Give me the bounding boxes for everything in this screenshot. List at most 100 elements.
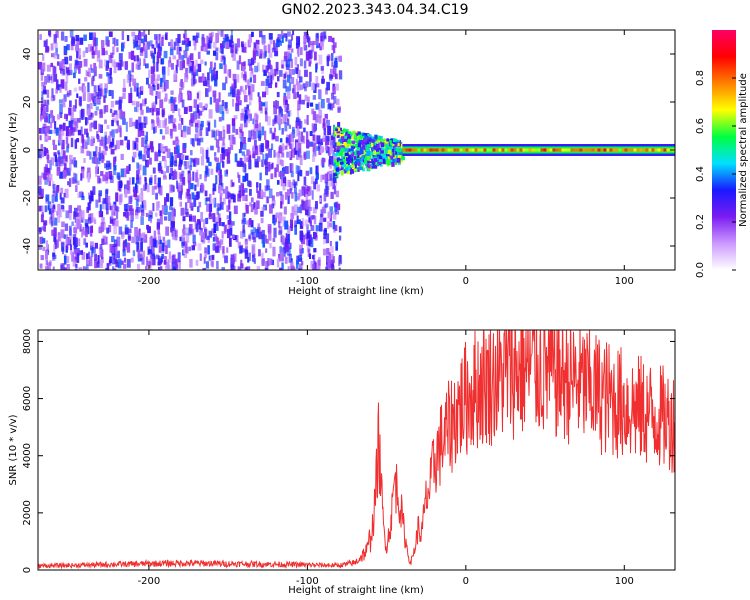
heatmap-cell xyxy=(55,47,58,56)
heatmap-cell xyxy=(183,33,187,39)
heatmap-cell xyxy=(83,34,87,41)
heatmap-cell xyxy=(153,127,156,134)
heatmap-cell xyxy=(272,132,276,139)
heatmap-cell xyxy=(329,174,333,181)
heatmap-cell xyxy=(94,98,98,103)
heatmap-cell xyxy=(152,74,155,82)
heatmap-cell xyxy=(211,228,215,236)
heatmap-cell xyxy=(134,42,137,48)
heatmap-cell xyxy=(345,144,349,149)
heatmap-cell xyxy=(312,151,317,157)
heatmap-cell xyxy=(319,197,322,203)
heatmap-cell xyxy=(305,81,309,88)
heatmap-cell xyxy=(380,149,384,154)
heatmap-cell xyxy=(376,144,380,149)
heatmap-cell xyxy=(51,220,54,227)
heatmap-cell xyxy=(78,60,83,68)
heatmap-cell xyxy=(55,88,58,94)
heatmap-cell xyxy=(265,140,269,149)
heatmap-cell xyxy=(102,174,106,182)
heatmap-cell xyxy=(155,192,158,200)
heatmap-cell xyxy=(313,248,317,253)
heatmap-cell xyxy=(59,124,63,132)
heatmap-cell xyxy=(144,178,147,185)
heatmap-cell xyxy=(140,250,144,259)
heatmap-cell xyxy=(104,135,107,145)
heatmap-cell xyxy=(234,153,238,163)
heatmap-cell xyxy=(243,136,246,145)
heatmap-cell xyxy=(95,167,98,178)
heatmap-cell xyxy=(199,137,204,143)
heatmap-cell xyxy=(338,226,342,233)
heatmap-cell xyxy=(501,148,505,152)
heatmap-cell xyxy=(158,185,161,194)
heatmap-cell xyxy=(318,54,323,65)
heatmap-cell xyxy=(271,200,276,206)
heatmap-cell xyxy=(65,256,70,263)
heatmap-cell xyxy=(361,162,364,166)
heatmap-cell xyxy=(59,87,62,93)
heatmap-cell xyxy=(102,222,106,231)
heatmap-cell xyxy=(269,164,273,170)
heatmap-cell xyxy=(303,151,307,160)
heatmap-cell xyxy=(191,78,195,87)
heatmap-cell xyxy=(162,120,167,128)
heatmap-cell xyxy=(128,79,132,87)
heatmap-cell xyxy=(82,139,85,149)
y-tick-label: 20 xyxy=(22,96,33,109)
heatmap-cell xyxy=(232,265,236,270)
heatmap-cell xyxy=(265,238,269,244)
heatmap-cell xyxy=(265,153,269,160)
heatmap-cell xyxy=(155,91,158,96)
heatmap-cell xyxy=(246,149,250,156)
heatmap-cell xyxy=(120,153,124,160)
heatmap-cell xyxy=(221,222,225,227)
heatmap-cell xyxy=(158,149,161,157)
heatmap-cell xyxy=(549,148,553,152)
heatmap-cell xyxy=(253,139,257,150)
heatmap-cell xyxy=(57,204,61,214)
heatmap-cell xyxy=(154,240,158,248)
heatmap-cell xyxy=(80,217,84,223)
heatmap-cell xyxy=(333,126,337,130)
heatmap-cell xyxy=(67,181,70,186)
heatmap-cell xyxy=(82,50,86,58)
heatmap-cell xyxy=(252,118,255,125)
heatmap-cell xyxy=(336,131,341,134)
heatmap-cell xyxy=(155,114,160,124)
y-tick-label: 0 xyxy=(22,147,33,153)
heatmap-cell xyxy=(53,217,58,226)
heatmap-cell xyxy=(477,148,481,152)
heatmap-cell xyxy=(156,62,159,72)
heatmap-cell xyxy=(114,259,118,264)
heatmap-cell xyxy=(164,159,167,168)
heatmap-cell xyxy=(240,263,244,269)
heatmap-cell xyxy=(141,123,144,133)
heatmap-cell xyxy=(250,197,254,203)
heatmap-cell xyxy=(247,137,252,142)
heatmap-cell xyxy=(176,180,179,189)
heatmap-cell xyxy=(323,31,327,39)
heatmap-cell xyxy=(315,268,320,270)
heatmap-cell xyxy=(46,99,50,105)
heatmap-cell xyxy=(122,249,126,257)
heatmap-cell xyxy=(45,104,49,113)
heatmap-cell xyxy=(45,240,48,248)
heatmap-cell xyxy=(258,136,262,141)
heatmap-cell xyxy=(183,50,188,59)
heatmap-cell xyxy=(189,66,194,72)
heatmap-cell xyxy=(137,63,141,70)
heatmap-cell xyxy=(137,174,142,180)
heatmap-cell xyxy=(305,194,309,204)
heatmap-cell xyxy=(61,221,65,228)
heatmap-cell xyxy=(178,53,182,59)
heatmap-cell xyxy=(184,161,188,170)
heatmap-cell xyxy=(663,148,667,152)
heatmap-cell xyxy=(358,166,363,171)
heatmap-cell xyxy=(624,148,628,152)
heatmap-cell xyxy=(128,177,132,186)
heatmap-cell xyxy=(134,194,138,200)
heatmap-cell xyxy=(192,171,195,181)
heatmap-cell xyxy=(149,217,153,224)
